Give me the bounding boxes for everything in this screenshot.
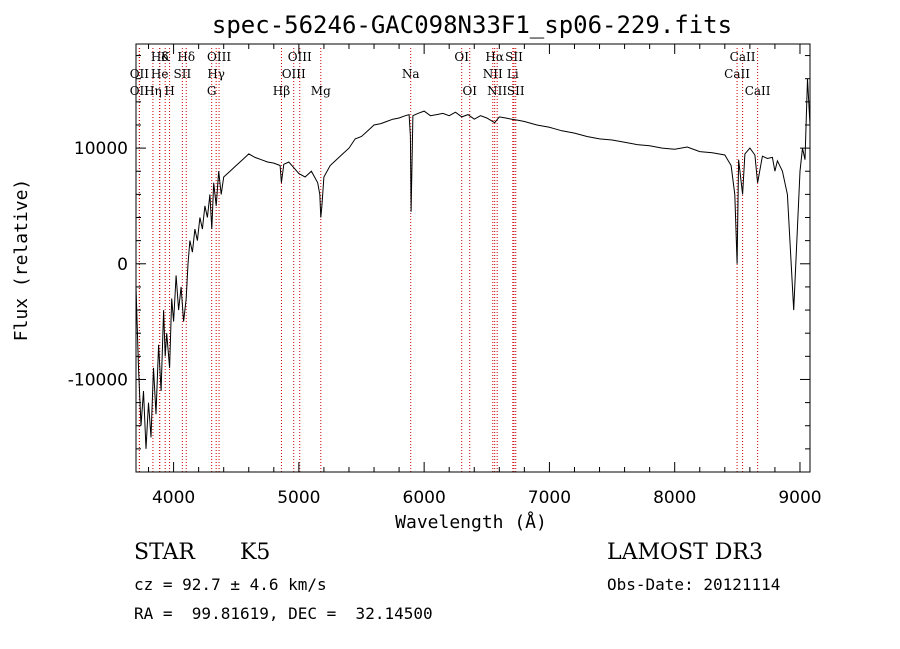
spectral-line-label: CaII <box>730 50 756 64</box>
plot-frame <box>135 43 811 473</box>
axis-ticks: 4000 5000 6000 7000 8000 9000 -10000 0 10000 <box>68 44 822 508</box>
spectral-line-label: OIII <box>282 67 306 81</box>
redshift-info: cz = 92.7 ± 4.6 km/s <box>134 575 327 594</box>
x-tick-label: 7000 <box>528 488 571 508</box>
spectral-line-label: H <box>164 84 174 98</box>
spectral-line-label: SII <box>505 50 523 64</box>
spectral-line-label: SII <box>174 67 192 81</box>
spectrum-series-line <box>135 78 811 449</box>
spectral-line-label: OI <box>462 84 477 98</box>
spectral-line-label: Hδ <box>151 50 169 64</box>
spectral-line-label: Hα <box>485 50 504 64</box>
spectral-line-label: OII <box>130 84 150 98</box>
y-tick-label: 0 <box>117 255 128 275</box>
spectral-line-label: Na <box>402 67 420 81</box>
x-tick-label: 9000 <box>778 488 821 508</box>
x-tick-label: 5000 <box>277 488 320 508</box>
spectral-line-label: OIII <box>288 50 312 64</box>
spectral-line-label: Hβ <box>273 84 290 98</box>
y-axis-label: Flux (relative) <box>11 179 32 342</box>
coordinates: RA = 99.81619, DEC = 32.14500 <box>134 604 433 623</box>
spectral-line-label: CaII <box>724 67 750 81</box>
spectral-line-label: Li <box>507 67 519 81</box>
spectral-line-markers <box>138 48 759 472</box>
chart-title: spec-56246-GAC098N33F1_sp06-229.fits <box>212 11 732 39</box>
spectral-line-label: He <box>151 67 169 81</box>
spectral-line-label: NII <box>483 67 503 81</box>
spectral-line-label: K <box>161 50 171 64</box>
spectral-line-label: Mg <box>311 84 331 98</box>
object-subclass: K5 <box>240 540 271 565</box>
object-class: STAR <box>134 540 195 565</box>
spectral-line-label: SII <box>507 84 525 98</box>
y-tick-label: -10000 <box>68 370 128 390</box>
spectral-line-label: G <box>207 84 217 98</box>
survey-name: LAMOST DR3 <box>607 540 763 565</box>
x-tick-label: 8000 <box>653 488 696 508</box>
spectral-line-label: Hη <box>144 84 162 98</box>
spectral-line-label: OI <box>454 50 469 64</box>
spectral-line-label: Hγ <box>207 67 225 81</box>
spectral-line-label: CaII <box>745 84 771 98</box>
spectral-line-label: OII <box>130 67 150 81</box>
spectral-line-label: Hδ <box>177 50 195 64</box>
x-tick-label: 6000 <box>403 488 446 508</box>
spectral-line-label: NII <box>487 84 507 98</box>
spectral-line-label: OIII <box>207 50 231 64</box>
x-tick-label: 4000 <box>152 488 195 508</box>
observation-date: Obs-Date: 20121114 <box>607 575 781 594</box>
y-tick-label: 10000 <box>74 139 128 159</box>
x-axis-label: Wavelength (Å) <box>395 511 547 533</box>
